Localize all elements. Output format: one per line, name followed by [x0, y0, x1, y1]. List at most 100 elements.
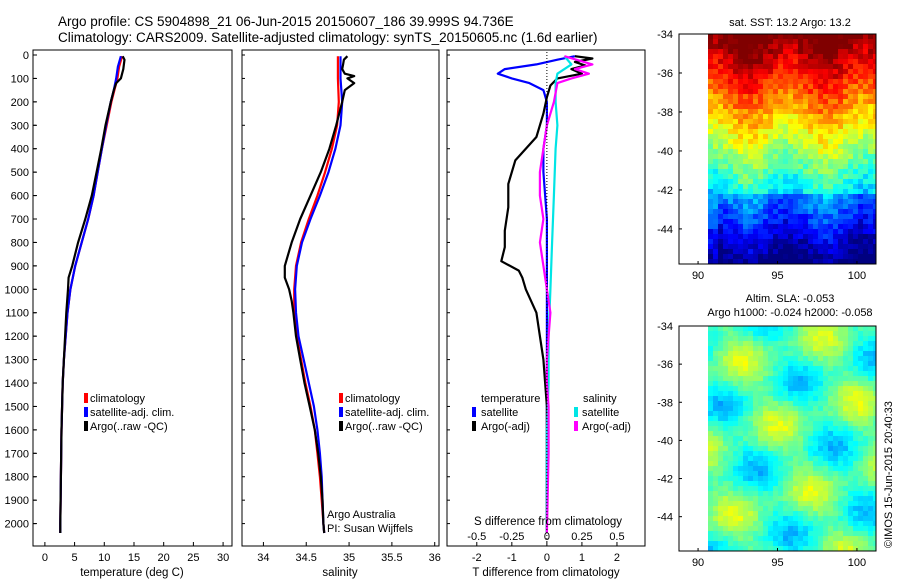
map-cell	[833, 239, 839, 245]
map-cell	[768, 486, 774, 492]
map-cell	[818, 546, 824, 551]
map-cell	[813, 259, 819, 264]
map-cell	[873, 119, 876, 125]
map-cell	[733, 441, 739, 447]
map-cell	[853, 134, 859, 140]
map-cell	[723, 194, 729, 200]
map-cell	[708, 114, 714, 120]
map-cell	[813, 229, 819, 235]
map-cell	[793, 491, 799, 497]
map-cell	[738, 411, 744, 417]
map-cell	[738, 139, 744, 145]
map-cell	[788, 441, 794, 447]
map-cell	[713, 129, 719, 135]
map-cell	[843, 431, 849, 437]
map-cell	[853, 59, 859, 65]
map-cell	[813, 486, 819, 492]
map-cell	[743, 331, 749, 337]
map-cell	[728, 501, 734, 507]
map-cell	[823, 361, 829, 367]
map-cell	[758, 496, 764, 502]
map-cell	[813, 331, 819, 337]
map-cell	[723, 59, 729, 65]
map-cell	[808, 411, 814, 417]
map-cell	[788, 79, 794, 85]
map-cell	[778, 179, 784, 185]
map-cell	[868, 154, 874, 160]
map-cell	[783, 421, 789, 427]
map-cell	[773, 386, 779, 392]
map-cell	[858, 521, 864, 527]
legend-swatch-s-argo	[574, 421, 578, 431]
map-cell	[863, 421, 869, 427]
depth-tick-label: 400	[11, 144, 29, 156]
map-cell	[708, 59, 714, 65]
map-cell	[748, 521, 754, 527]
map-cell	[733, 406, 739, 412]
map-cell	[793, 476, 799, 482]
map-cell	[748, 119, 754, 125]
map-cell	[773, 219, 779, 225]
map-cell	[823, 224, 829, 230]
map-cell	[738, 431, 744, 437]
map-cell	[738, 501, 744, 507]
map-cell	[808, 476, 814, 482]
x-tick-label: 36	[429, 552, 441, 564]
legend-swatch-t-argo	[472, 421, 476, 431]
map-cell	[728, 401, 734, 407]
map-cell	[868, 536, 874, 542]
map-cell	[858, 229, 864, 235]
map-cell	[863, 139, 869, 145]
map-cell	[838, 99, 844, 105]
map-cell	[823, 406, 829, 412]
map-cell	[783, 466, 789, 472]
map-cell	[808, 416, 814, 422]
map-cell	[733, 521, 739, 527]
map-cell	[863, 204, 869, 210]
map-cell	[828, 366, 834, 372]
map-cell	[768, 416, 774, 422]
map-cell	[723, 54, 729, 60]
map-cell	[713, 431, 719, 437]
map-cell	[718, 189, 724, 195]
map-cell	[833, 516, 839, 522]
map-cell	[783, 244, 789, 250]
map-cell	[828, 391, 834, 397]
map-cell	[748, 441, 754, 447]
map-cell	[823, 536, 829, 542]
depth-axis: 0100200300400500600700800900100011001200…	[5, 50, 37, 531]
map-cell	[863, 39, 869, 45]
map-cell	[813, 541, 819, 547]
map-cell	[858, 74, 864, 80]
map-cell	[868, 229, 874, 235]
map-cell	[808, 239, 814, 245]
map-cell	[868, 416, 874, 422]
map-cell	[768, 341, 774, 347]
map-cell	[823, 426, 829, 432]
map-cell	[723, 446, 729, 452]
map-cell	[733, 109, 739, 115]
map-cell	[743, 531, 749, 537]
map-cell	[803, 69, 809, 75]
map-cell	[753, 336, 759, 342]
map-cell	[838, 89, 844, 95]
map-cell	[738, 249, 744, 255]
map-cell	[788, 531, 794, 537]
map-cell	[728, 486, 734, 492]
map-cell	[748, 224, 754, 230]
map-cell	[708, 209, 714, 215]
map-cell	[833, 431, 839, 437]
map-cell	[753, 506, 759, 512]
map-cell	[813, 144, 819, 150]
map-cell	[843, 204, 849, 210]
map-cell	[793, 94, 799, 100]
map-cell	[773, 159, 779, 165]
map-cell	[798, 69, 804, 75]
map-cell	[718, 411, 724, 417]
map-cell	[788, 39, 794, 45]
map-cell	[743, 219, 749, 225]
map-cell	[793, 546, 799, 551]
map-cell	[818, 164, 824, 170]
map-cell	[833, 451, 839, 457]
map-cell	[758, 164, 764, 170]
